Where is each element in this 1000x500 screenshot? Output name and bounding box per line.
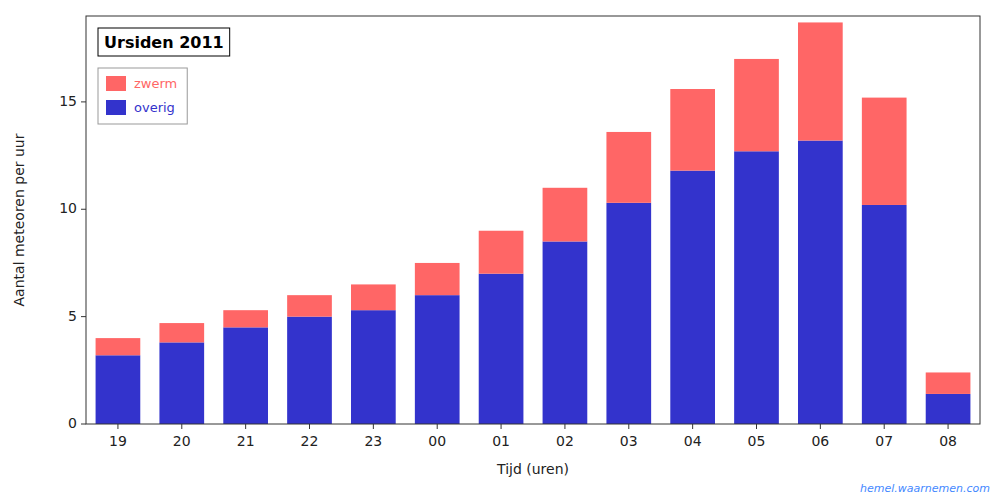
- bar: [862, 98, 907, 205]
- y-tick-label: 15: [59, 93, 77, 109]
- x-tick-label: 03: [620, 433, 638, 449]
- y-tick: [81, 209, 86, 210]
- bar: [734, 59, 779, 151]
- y-tick-label: 5: [68, 308, 77, 324]
- legend-swatch: [106, 100, 126, 115]
- bar: [287, 295, 332, 316]
- x-tick: [245, 424, 246, 429]
- x-axis-label: Tijd (uren): [496, 461, 569, 477]
- legend-swatch: [106, 76, 126, 91]
- bar: [606, 132, 651, 203]
- x-tick: [628, 424, 629, 429]
- bar: [351, 284, 396, 310]
- bar: [926, 394, 971, 424]
- x-tick: [373, 424, 374, 429]
- chart-container: 0510151920212223000102030405060708Tijd (…: [0, 0, 1000, 500]
- x-tick: [820, 424, 821, 429]
- x-tick-label: 01: [492, 433, 510, 449]
- x-tick-label: 06: [811, 433, 829, 449]
- x-tick: [756, 424, 757, 429]
- bar: [479, 231, 524, 274]
- bar: [96, 355, 141, 424]
- x-tick-label: 07: [875, 433, 893, 449]
- x-tick-label: 20: [173, 433, 191, 449]
- bar: [670, 171, 715, 424]
- bar: [159, 323, 204, 342]
- x-tick: [181, 424, 182, 429]
- y-tick: [81, 316, 86, 317]
- x-tick: [309, 424, 310, 429]
- title-box: [98, 28, 230, 56]
- x-tick: [564, 424, 565, 429]
- x-tick: [437, 424, 438, 429]
- legend-box: [98, 68, 187, 124]
- bar: [415, 263, 460, 295]
- x-tick: [117, 424, 118, 429]
- plot-frame: [86, 16, 980, 424]
- bar: [479, 274, 524, 424]
- x-tick-label: 00: [428, 433, 446, 449]
- x-tick: [692, 424, 693, 429]
- legend: zwerm overig: [98, 68, 187, 124]
- bars: [96, 22, 971, 424]
- bar: [543, 241, 588, 424]
- bar: [223, 327, 268, 424]
- legend-label: zwerm: [134, 76, 177, 91]
- x-tick-label: 23: [364, 433, 382, 449]
- y-tick: [81, 424, 86, 425]
- bar: [734, 151, 779, 424]
- bar: [543, 188, 588, 242]
- bar: [159, 342, 204, 424]
- x-tick: [948, 424, 949, 429]
- bar: [926, 372, 971, 393]
- chart-svg: 0510151920212223000102030405060708Tijd (…: [0, 0, 1000, 500]
- bar: [798, 141, 843, 424]
- x-tick-label: 08: [939, 433, 957, 449]
- legend-label: overig: [134, 100, 175, 115]
- bar: [670, 89, 715, 171]
- y-tick: [81, 101, 86, 102]
- bar: [223, 310, 268, 327]
- x-tick-label: 22: [301, 433, 319, 449]
- bar: [798, 22, 843, 140]
- bar: [351, 310, 396, 424]
- bar: [96, 338, 141, 355]
- bar: [606, 203, 651, 424]
- bar: [415, 295, 460, 424]
- x-tick: [501, 424, 502, 429]
- x-tick-label: 05: [748, 433, 766, 449]
- watermark: hemel.waarnemen.com: [860, 482, 990, 495]
- title: Ursiden 2011: [104, 33, 224, 52]
- y-tick-label: 10: [59, 200, 77, 216]
- x-tick-label: 02: [556, 433, 574, 449]
- y-tick-label: 0: [68, 415, 77, 431]
- y-axis-label: Aantal meteoren per uur: [11, 133, 27, 306]
- x-tick-label: 19: [109, 433, 127, 449]
- bar: [287, 317, 332, 424]
- x-tick-label: 21: [237, 433, 255, 449]
- x-tick: [884, 424, 885, 429]
- x-tick-label: 04: [684, 433, 702, 449]
- background: [0, 0, 1000, 500]
- title-group: Ursiden 2011: [98, 28, 230, 56]
- bar: [862, 205, 907, 424]
